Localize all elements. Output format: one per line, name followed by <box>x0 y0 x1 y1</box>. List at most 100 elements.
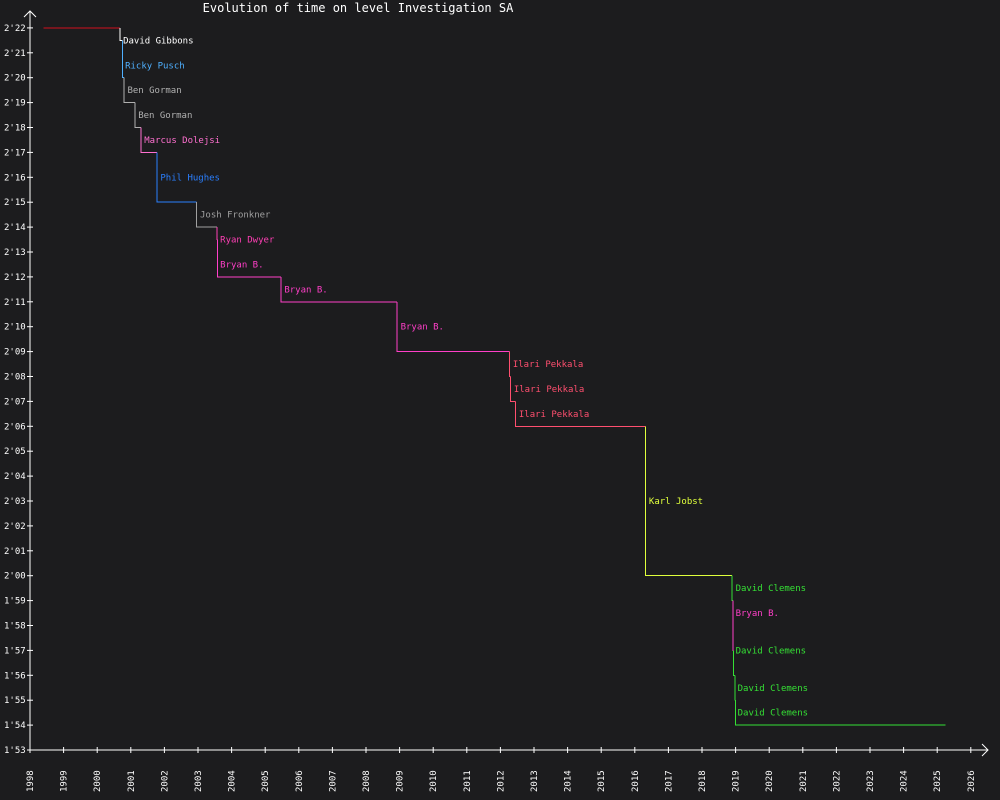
record-holder-label: Bryan B. <box>220 260 263 270</box>
y-tick-label: 1'55 <box>4 696 26 706</box>
record-step-segment <box>734 675 736 701</box>
y-tick-label: 2'15 <box>4 198 26 208</box>
record-holder-label: Bryan B. <box>284 285 327 295</box>
x-tick-label: 2021 <box>799 770 809 792</box>
x-tick-label: 2020 <box>765 770 775 792</box>
record-holder-label: Karl Jobst <box>649 497 703 507</box>
axes <box>23 10 989 757</box>
record-holder-label: Marcus Dolejsi <box>144 136 220 146</box>
record-holder-label: Ben Gorman <box>138 111 192 121</box>
record-holder-label: Phil Hughes <box>160 173 220 183</box>
record-step-segment <box>121 40 125 79</box>
record-step-segment <box>196 202 217 228</box>
x-tick-label: 2019 <box>732 770 742 792</box>
y-axis-ticks: 1'53 1'54 1'55 1'56 1'57 1'58 1'59 2'00 2'01 2'02… <box>4 24 33 756</box>
x-tick-label: 2014 <box>564 770 574 792</box>
record-holder-label: David Clemens <box>736 584 806 594</box>
x-tick-label: 2025 <box>933 770 943 792</box>
record-holder-label: Ilari Pekkala <box>519 410 589 420</box>
y-tick-label: 2'06 <box>4 422 26 432</box>
y-tick-label: 2'19 <box>4 99 26 109</box>
x-tick-label: 2004 <box>228 770 238 792</box>
x-tick-label: 2010 <box>429 770 439 792</box>
x-tick-label: 2012 <box>496 770 506 792</box>
x-tick-label: 2022 <box>832 770 842 792</box>
x-axis-arrow <box>981 743 989 757</box>
x-tick-label: 2017 <box>664 770 674 792</box>
y-tick-label: 2'05 <box>4 447 26 457</box>
y-tick-label: 2'11 <box>4 298 26 308</box>
x-tick-label: 2024 <box>900 770 910 792</box>
y-tick-label: 1'53 <box>4 746 26 756</box>
record-holder-labels: David Gibbons Ricky Pusch Ben Gorman Ben Go… <box>123 36 808 718</box>
y-tick-label: 2'12 <box>4 273 26 283</box>
x-tick-label: 2011 <box>463 770 473 792</box>
x-tick-label: 2023 <box>866 770 876 792</box>
record-step-segment <box>123 77 135 104</box>
y-tick-label: 1'59 <box>4 597 26 607</box>
x-tick-label: 2008 <box>362 770 372 792</box>
x-tick-label: 2016 <box>631 770 641 792</box>
record-step-segment <box>508 351 511 377</box>
y-tick-label: 2'10 <box>4 323 26 333</box>
y-tick-label: 1'54 <box>4 721 26 731</box>
record-holder-label: Ilari Pekkala <box>514 385 584 395</box>
x-tick-label: 1998 <box>26 770 36 792</box>
y-tick-label: 2'09 <box>4 348 26 358</box>
x-tick-label: 2006 <box>295 770 305 792</box>
record-step-segment <box>119 27 123 41</box>
y-tick-label: 2'17 <box>4 148 26 158</box>
x-axis-ticks: 1998 1999 2000 2001 2002 2003 2004 2005 2006 2007… <box>26 747 977 792</box>
x-tick-label: 2002 <box>160 770 170 792</box>
y-tick-label: 2'03 <box>4 497 26 507</box>
y-tick-label: 2'16 <box>4 173 26 183</box>
record-step-segment <box>515 401 646 427</box>
y-tick-label: 2'13 <box>4 248 26 258</box>
record-holder-label: Ryan Dwyer <box>220 236 275 246</box>
x-tick-label: 2013 <box>530 770 540 792</box>
record-holder-label: Bryan B. <box>401 323 444 333</box>
record-progression-line <box>43 27 946 726</box>
x-tick-label: 1999 <box>60 770 70 792</box>
y-tick-label: 2'02 <box>4 522 26 532</box>
chart-title: Evolution of time on level Investigation… <box>203 1 514 15</box>
y-tick-label: 2'01 <box>4 547 26 557</box>
record-step-segment <box>280 276 398 303</box>
record-step-segment <box>396 301 510 353</box>
x-tick-label: 2001 <box>127 770 137 792</box>
record-step-segment <box>156 152 197 203</box>
record-step-segment <box>216 239 281 278</box>
y-tick-label: 2'00 <box>4 572 26 582</box>
record-step-segment <box>134 102 141 128</box>
y-tick-label: 1'58 <box>4 622 26 632</box>
y-tick-label: 2'22 <box>4 24 26 34</box>
record-holder-label: Ilari Pekkala <box>513 360 583 370</box>
record-step-segment <box>216 227 218 241</box>
x-tick-label: 2015 <box>597 770 607 792</box>
y-tick-label: 2'20 <box>4 74 26 84</box>
y-tick-label: 1'57 <box>4 646 26 656</box>
x-tick-label: 2000 <box>93 770 103 792</box>
record-step-segment <box>140 127 158 153</box>
y-axis-arrow <box>23 10 37 18</box>
x-tick-label: 2007 <box>328 770 338 792</box>
y-tick-label: 1'56 <box>4 671 26 681</box>
y-tick-label: 2'08 <box>4 373 26 383</box>
x-tick-label: 2009 <box>396 770 406 792</box>
record-step-segment <box>731 575 733 602</box>
x-tick-label: 2003 <box>194 770 204 792</box>
x-tick-label: 2005 <box>261 770 271 792</box>
record-holder-label: David Clemens <box>738 684 808 694</box>
y-tick-label: 2'07 <box>4 397 26 407</box>
record-holder-label: David Gibbons <box>123 36 193 46</box>
x-tick-label: 2026 <box>967 770 977 792</box>
y-tick-label: 2'18 <box>4 124 26 134</box>
record-holder-label: Ricky Pusch <box>125 61 185 71</box>
record-holder-label: Bryan B. <box>736 609 779 619</box>
record-holder-label: David Clemens <box>736 646 806 656</box>
y-tick-label: 2'14 <box>4 223 26 233</box>
record-holder-label: David Clemens <box>738 709 808 719</box>
record-step-segment <box>735 700 946 726</box>
record-holder-label: Josh Fronkner <box>200 211 271 221</box>
